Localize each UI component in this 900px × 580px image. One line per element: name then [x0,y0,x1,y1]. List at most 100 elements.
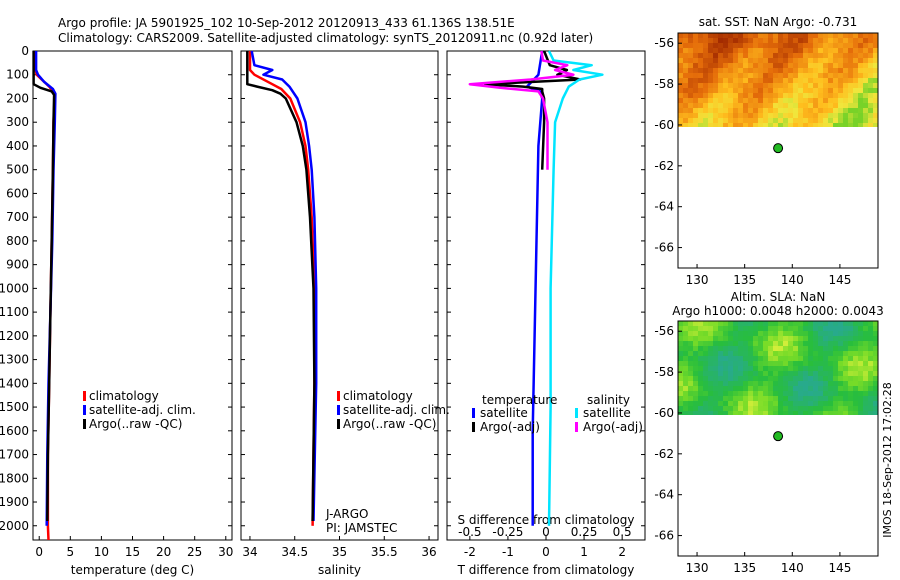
heatmap-cell [833,83,838,88]
heatmap-cell [698,331,703,336]
heatmap-cell [693,386,698,391]
heatmap-cell [783,93,788,98]
heatmap-cell [818,336,823,341]
heatmap-cell [763,78,768,83]
heatmap-cell [753,33,758,38]
heatmap-cell [713,386,718,391]
heatmap-cell [693,33,698,38]
heatmap-cell [838,381,843,386]
heatmap-cell [763,38,768,43]
heatmap-cell [743,98,748,103]
heatmap-cell [828,38,833,43]
heatmap-cell [773,118,778,123]
heatmap-cell [708,411,713,415]
heatmap-cell [798,341,803,346]
heatmap-cell [823,103,828,108]
heatmap-cell [718,356,723,361]
heatmap-cell [718,391,723,396]
heatmap-cell [758,356,763,361]
heatmap-cell [728,376,733,381]
heatmap-cell [763,48,768,53]
heatmap-cell [843,38,848,43]
depth-tick-label: 900 [6,258,29,272]
heatmap-cell [738,53,743,58]
heatmap-cell [713,78,718,83]
heatmap-cell [738,63,743,68]
heatmap-cell [848,326,853,331]
heatmap-cell [753,411,758,415]
heatmap-cell [763,123,768,127]
lat-tick-label: -56 [654,324,674,338]
heatmap-cell [868,356,873,361]
heatmap-cell [758,118,763,123]
heatmap-cell [683,78,688,83]
heatmap-cell [788,336,793,341]
heatmap-cell [753,83,758,88]
heatmap-cell [698,366,703,371]
heatmap-cell [683,38,688,43]
heatmap-cell [683,83,688,88]
heatmap-cell [813,376,818,381]
heatmap-cell [733,88,738,93]
heatmap-cell [743,341,748,346]
heatmap-cell [718,336,723,341]
heatmap-cell [703,406,708,411]
heatmap-cell [813,123,818,127]
heatmap-cell [858,331,863,336]
heatmap-cell [693,331,698,336]
heatmap-cell [773,78,778,83]
heatmap-cell [743,336,748,341]
heatmap-cell [683,103,688,108]
heatmap-cell [733,411,738,415]
heatmap-cell [783,326,788,331]
heatmap-cell [803,321,808,326]
heatmap-cell [843,48,848,53]
heatmap-cell [873,361,878,366]
heatmap-cell [798,396,803,401]
heatmap-cell [798,108,803,113]
heatmap-cell [703,371,708,376]
heatmap-cell [723,93,728,98]
sla-map-title: Altim. SLA: NaN [731,290,826,304]
heatmap-cell [823,406,828,411]
heatmap-cell [838,68,843,73]
heatmap-cell [813,48,818,53]
heatmap-cell [778,376,783,381]
heatmap-cell [808,381,813,386]
heatmap-cell [763,63,768,68]
heatmap-cell [773,321,778,326]
heatmap-cell [693,78,698,83]
heatmap-cell [853,381,858,386]
heatmap-cell [848,391,853,396]
heatmap-cell [783,58,788,63]
heatmap-cell [728,98,733,103]
x-tick-label: 5 [66,545,74,559]
heatmap-cell [778,341,783,346]
heatmap-cell [848,53,853,58]
heatmap-cell [763,83,768,88]
heatmap-cell [693,376,698,381]
heatmap-cell [758,93,763,98]
heatmap-cell [728,73,733,78]
heatmap-cell [843,376,848,381]
heatmap-cell [788,58,793,63]
heatmap-cell [763,341,768,346]
legend-swatch [472,408,475,418]
heatmap-cell [678,83,683,88]
heatmap-cell [838,78,843,83]
heatmap-cell [678,331,683,336]
heatmap-cell [743,351,748,356]
heatmap-cell [873,331,878,336]
heatmap-cell [858,73,863,78]
heatmap-cell [768,98,773,103]
heatmap-cell [808,361,813,366]
heatmap-cell [733,108,738,113]
heatmap-cell [678,381,683,386]
heatmap-cell [833,123,838,127]
heatmap-cell [738,88,743,93]
heatmap-cell [693,321,698,326]
heatmap-cell [728,351,733,356]
heatmap-cell [788,93,793,98]
heatmap-cell [828,351,833,356]
heatmap-cell [813,386,818,391]
